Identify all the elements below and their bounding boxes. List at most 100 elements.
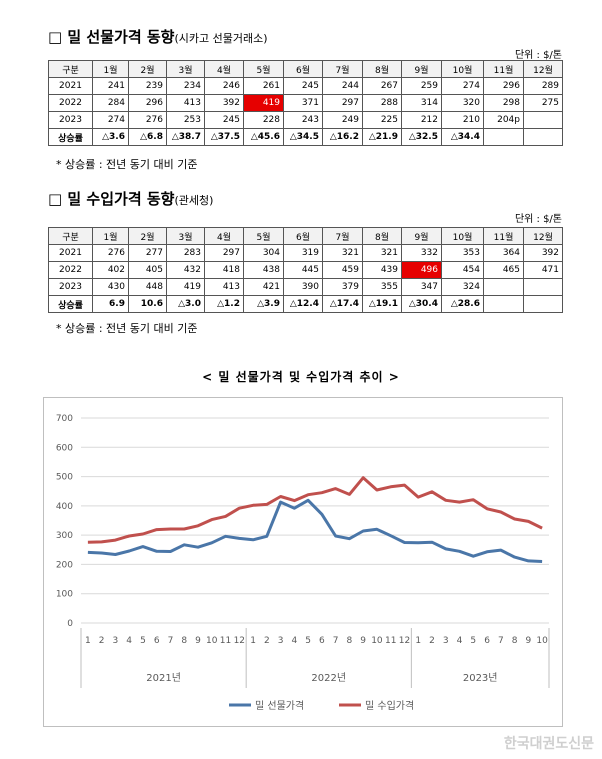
- x-tick-label: 2: [99, 636, 105, 646]
- x-tick-label: 8: [347, 636, 353, 646]
- year-label: 2021년: [146, 672, 181, 684]
- table-row-label: 2021: [48, 244, 93, 262]
- table-cell: 6.9: [92, 295, 129, 313]
- table-cell: 274: [92, 111, 129, 129]
- x-tick-label: 6: [319, 636, 325, 646]
- table-cell: 298: [483, 94, 524, 112]
- x-tick-label: 6: [154, 636, 160, 646]
- x-tick-label: 4: [126, 636, 132, 646]
- table-cell: 321: [322, 244, 363, 262]
- table-cell: 432: [166, 261, 205, 279]
- table-cell: 304: [243, 244, 284, 262]
- table-cell: 249: [322, 111, 363, 129]
- table-cell: 244: [322, 77, 363, 95]
- x-tick-label: 10: [536, 636, 548, 646]
- x-tick-label: 8: [512, 636, 518, 646]
- table-row-label: 2022: [48, 94, 93, 112]
- x-tick-label: 7: [498, 636, 504, 646]
- x-tick-label: 6: [484, 636, 490, 646]
- table-cell: 259: [401, 77, 442, 95]
- y-tick-label: 200: [56, 560, 73, 570]
- table-header-cell: 5월: [243, 60, 284, 78]
- x-tick-label: 7: [333, 636, 339, 646]
- table-cell: 364: [483, 244, 524, 262]
- table-row: 2023 430 448 419 413 421 390 379 355 347 324: [48, 278, 563, 296]
- section1-note: * 상승률 : 전년 동기 대비 기준: [56, 158, 198, 171]
- table-cell: 413: [166, 94, 205, 112]
- table-cell: △6.8: [128, 128, 167, 146]
- table-cell: 321: [362, 244, 402, 262]
- table-cell: 392: [523, 244, 563, 262]
- table-cell: 296: [128, 94, 167, 112]
- table-cell: 439: [362, 261, 402, 279]
- table-cell: 246: [204, 77, 244, 95]
- table-cell: 471: [523, 261, 563, 279]
- x-tick-label: 5: [140, 636, 146, 646]
- table-cell: △34.4: [441, 128, 484, 146]
- table-cell: 10.6: [128, 295, 167, 313]
- chart-title: < 밀 선물가격 및 수입가격 추이 >: [202, 370, 400, 384]
- section1-title-text: □ 밀 선물가격 동향: [48, 28, 175, 46]
- table-cell: 212: [401, 111, 442, 129]
- table-cell: △21.9: [362, 128, 402, 146]
- y-tick-label: 500: [56, 473, 73, 483]
- table-cell: 243: [283, 111, 323, 129]
- table-cell: 288: [362, 94, 402, 112]
- table-cell: 392: [204, 94, 244, 112]
- table-header-cell: 3월: [166, 227, 205, 245]
- x-tick-label: 2: [429, 636, 435, 646]
- futures-price-table: 구분 1월 2월 3월 4월 5월 6월 7월 8월 9월 10월 11월 12월 2021 241 239 2…: [48, 60, 563, 146]
- table-cell: △3.0: [166, 295, 205, 313]
- table-header-cell: 7월: [322, 227, 363, 245]
- legend-label: 밀 수입가격: [365, 699, 414, 712]
- table-header-cell: 8월: [362, 60, 402, 78]
- x-tick-label: 2: [264, 636, 270, 646]
- table-header-cell: 12월: [523, 60, 563, 78]
- table-cell: 284: [92, 94, 129, 112]
- x-tick-label: 7: [168, 636, 174, 646]
- table-cell: 225: [362, 111, 402, 129]
- table-row-label: 상승률: [48, 128, 93, 146]
- section2-title: □ 밀 수입가격 동향(관세청): [48, 188, 213, 209]
- table-cell: 274: [441, 77, 484, 95]
- table-header-cell: 2월: [128, 227, 167, 245]
- x-tick-label: 9: [360, 636, 366, 646]
- table-cell: 319: [283, 244, 323, 262]
- table-header-cell: 7월: [322, 60, 363, 78]
- table-cell: 261: [243, 77, 284, 95]
- x-tick-label: 1: [250, 636, 256, 646]
- table-cell: 332: [401, 244, 442, 262]
- section2-unit: 단위 : $/톤: [514, 214, 562, 225]
- table-row: 2023 274 276 253 245 228 243 249 225 212 210 204p: [48, 111, 563, 129]
- table-cell: △17.4: [322, 295, 363, 313]
- x-tick-label: 9: [195, 636, 201, 646]
- x-tick-label: 5: [305, 636, 311, 646]
- table-header-cell: 5월: [243, 227, 284, 245]
- table-cell: △28.6: [441, 295, 484, 313]
- table-row-label: 2023: [48, 111, 93, 129]
- y-tick-label: 300: [56, 531, 73, 541]
- table-header-cell: 11월: [483, 227, 524, 245]
- chart-container: 0 100 200 300 400 500 600 700 1 2 3 4 5 6 7 8 9 10 11 12 1 2 3…: [43, 397, 563, 727]
- table-cell: 204p: [483, 111, 524, 129]
- table-header-cell: 4월: [204, 60, 244, 78]
- table-row: 2021 241 239 234 246 261 245 244 267 259 274 296 289: [48, 77, 563, 95]
- table-row: 2021 276 277 283 297 304 319 321 321 332 353 364 392: [48, 244, 563, 262]
- table-cell: 347: [401, 278, 442, 296]
- y-tick-label: 400: [56, 502, 73, 512]
- table-header-cell: 구분: [48, 227, 93, 245]
- section2-subtitle: (관세청): [174, 194, 214, 207]
- x-tick-label: 9: [525, 636, 531, 646]
- table-cell: [523, 278, 563, 296]
- table-cell: △16.2: [322, 128, 363, 146]
- table-cell: [483, 295, 524, 313]
- table-cell: 210: [441, 111, 484, 129]
- table-header-cell: 8월: [362, 227, 402, 245]
- table-cell: △3.9: [243, 295, 284, 313]
- table-cell: △32.5: [401, 128, 442, 146]
- y-tick-label: 600: [56, 443, 73, 453]
- import-price-table: 구분 1월 2월 3월 4월 5월 6월 7월 8월 9월 10월 11월 12월 2021 276 277 2…: [48, 227, 563, 313]
- table-header-cell: 10월: [441, 227, 484, 245]
- table-cell: △45.6: [243, 128, 284, 146]
